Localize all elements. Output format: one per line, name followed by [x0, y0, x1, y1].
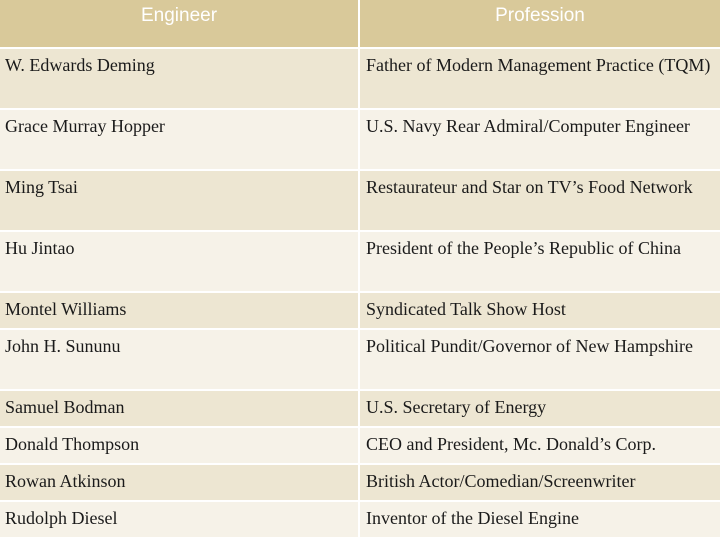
table-row: Hu Jintao President of the People’s Repu…	[0, 231, 720, 293]
engineer-cell: Rowan Atkinson	[0, 464, 360, 502]
engineer-cell: Montel Williams	[0, 292, 360, 330]
table-row: John H. Sununu Political Pundit/Governor…	[0, 329, 720, 391]
header-row: Engineer Profession	[0, 0, 720, 49]
profession-cell: Inventor of the Diesel Engine	[359, 501, 720, 539]
header-engineer: Engineer	[0, 0, 360, 49]
engineer-cell: Rudolph Diesel	[0, 501, 360, 539]
profession-cell: President of the People’s Republic of Ch…	[359, 231, 720, 293]
engineer-cell: W. Edwards Deming	[0, 48, 360, 110]
table-row: W. Edwards Deming Father of Modern Manag…	[0, 48, 720, 110]
engineer-cell: Hu Jintao	[0, 231, 360, 293]
header-profession: Profession	[359, 0, 720, 49]
profession-cell: Father of Modern Management Practice (TQ…	[359, 48, 720, 110]
table-row: Samuel Bodman U.S. Secretary of Energy	[0, 390, 720, 428]
profession-cell: U.S. Secretary of Energy	[359, 390, 720, 428]
table-row: Rudolph Diesel Inventor of the Diesel En…	[0, 501, 720, 539]
profession-cell: CEO and President, Mc. Donald’s Corp.	[359, 427, 720, 465]
engineer-cell: Donald Thompson	[0, 427, 360, 465]
table-row: Donald Thompson CEO and President, Mc. D…	[0, 427, 720, 465]
profession-cell: U.S. Navy Rear Admiral/Computer Engineer	[359, 109, 720, 171]
engineer-cell: Ming Tsai	[0, 170, 360, 232]
profession-cell: Restaurateur and Star on TV’s Food Netwo…	[359, 170, 720, 232]
engineer-cell: John H. Sununu	[0, 329, 360, 391]
engineer-cell: Samuel Bodman	[0, 390, 360, 428]
table-row: Grace Murray Hopper U.S. Navy Rear Admir…	[0, 109, 720, 171]
table-row: Rowan Atkinson British Actor/Comedian/Sc…	[0, 464, 720, 502]
profession-cell: Political Pundit/Governor of New Hampshi…	[359, 329, 720, 391]
table-row: Ming Tsai Restaurateur and Star on TV’s …	[0, 170, 720, 232]
profession-cell: British Actor/Comedian/Screenwriter	[359, 464, 720, 502]
engineer-cell: Grace Murray Hopper	[0, 109, 360, 171]
profession-cell: Syndicated Talk Show Host	[359, 292, 720, 330]
table-row: Montel Williams Syndicated Talk Show Hos…	[0, 292, 720, 330]
